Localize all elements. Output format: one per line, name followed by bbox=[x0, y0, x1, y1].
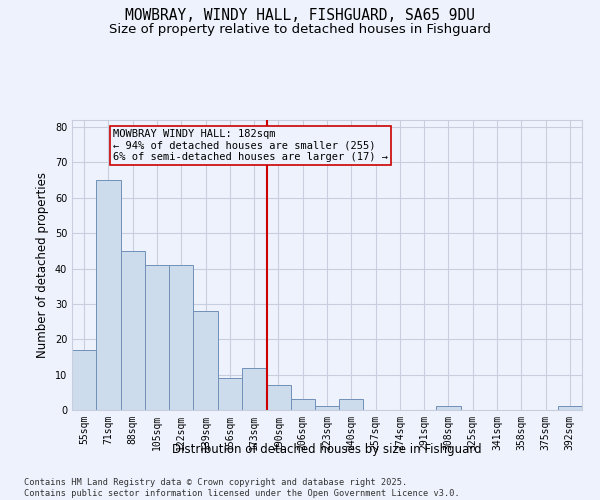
Text: Distribution of detached houses by size in Fishguard: Distribution of detached houses by size … bbox=[172, 442, 482, 456]
Bar bbox=[193, 311, 218, 410]
Text: Size of property relative to detached houses in Fishguard: Size of property relative to detached ho… bbox=[109, 22, 491, 36]
Bar bbox=[558, 406, 582, 410]
Bar bbox=[266, 385, 290, 410]
Bar bbox=[242, 368, 266, 410]
Text: MOWBRAY, WINDY HALL, FISHGUARD, SA65 9DU: MOWBRAY, WINDY HALL, FISHGUARD, SA65 9DU bbox=[125, 8, 475, 22]
Bar bbox=[315, 406, 339, 410]
Bar bbox=[218, 378, 242, 410]
Text: Contains HM Land Registry data © Crown copyright and database right 2025.
Contai: Contains HM Land Registry data © Crown c… bbox=[24, 478, 460, 498]
Bar bbox=[145, 265, 169, 410]
Bar bbox=[72, 350, 96, 410]
Text: MOWBRAY WINDY HALL: 182sqm
← 94% of detached houses are smaller (255)
6% of semi: MOWBRAY WINDY HALL: 182sqm ← 94% of deta… bbox=[113, 129, 388, 162]
Bar bbox=[121, 251, 145, 410]
Bar bbox=[96, 180, 121, 410]
Bar bbox=[339, 400, 364, 410]
Bar bbox=[290, 400, 315, 410]
Bar bbox=[169, 265, 193, 410]
Bar bbox=[436, 406, 461, 410]
Y-axis label: Number of detached properties: Number of detached properties bbox=[36, 172, 49, 358]
